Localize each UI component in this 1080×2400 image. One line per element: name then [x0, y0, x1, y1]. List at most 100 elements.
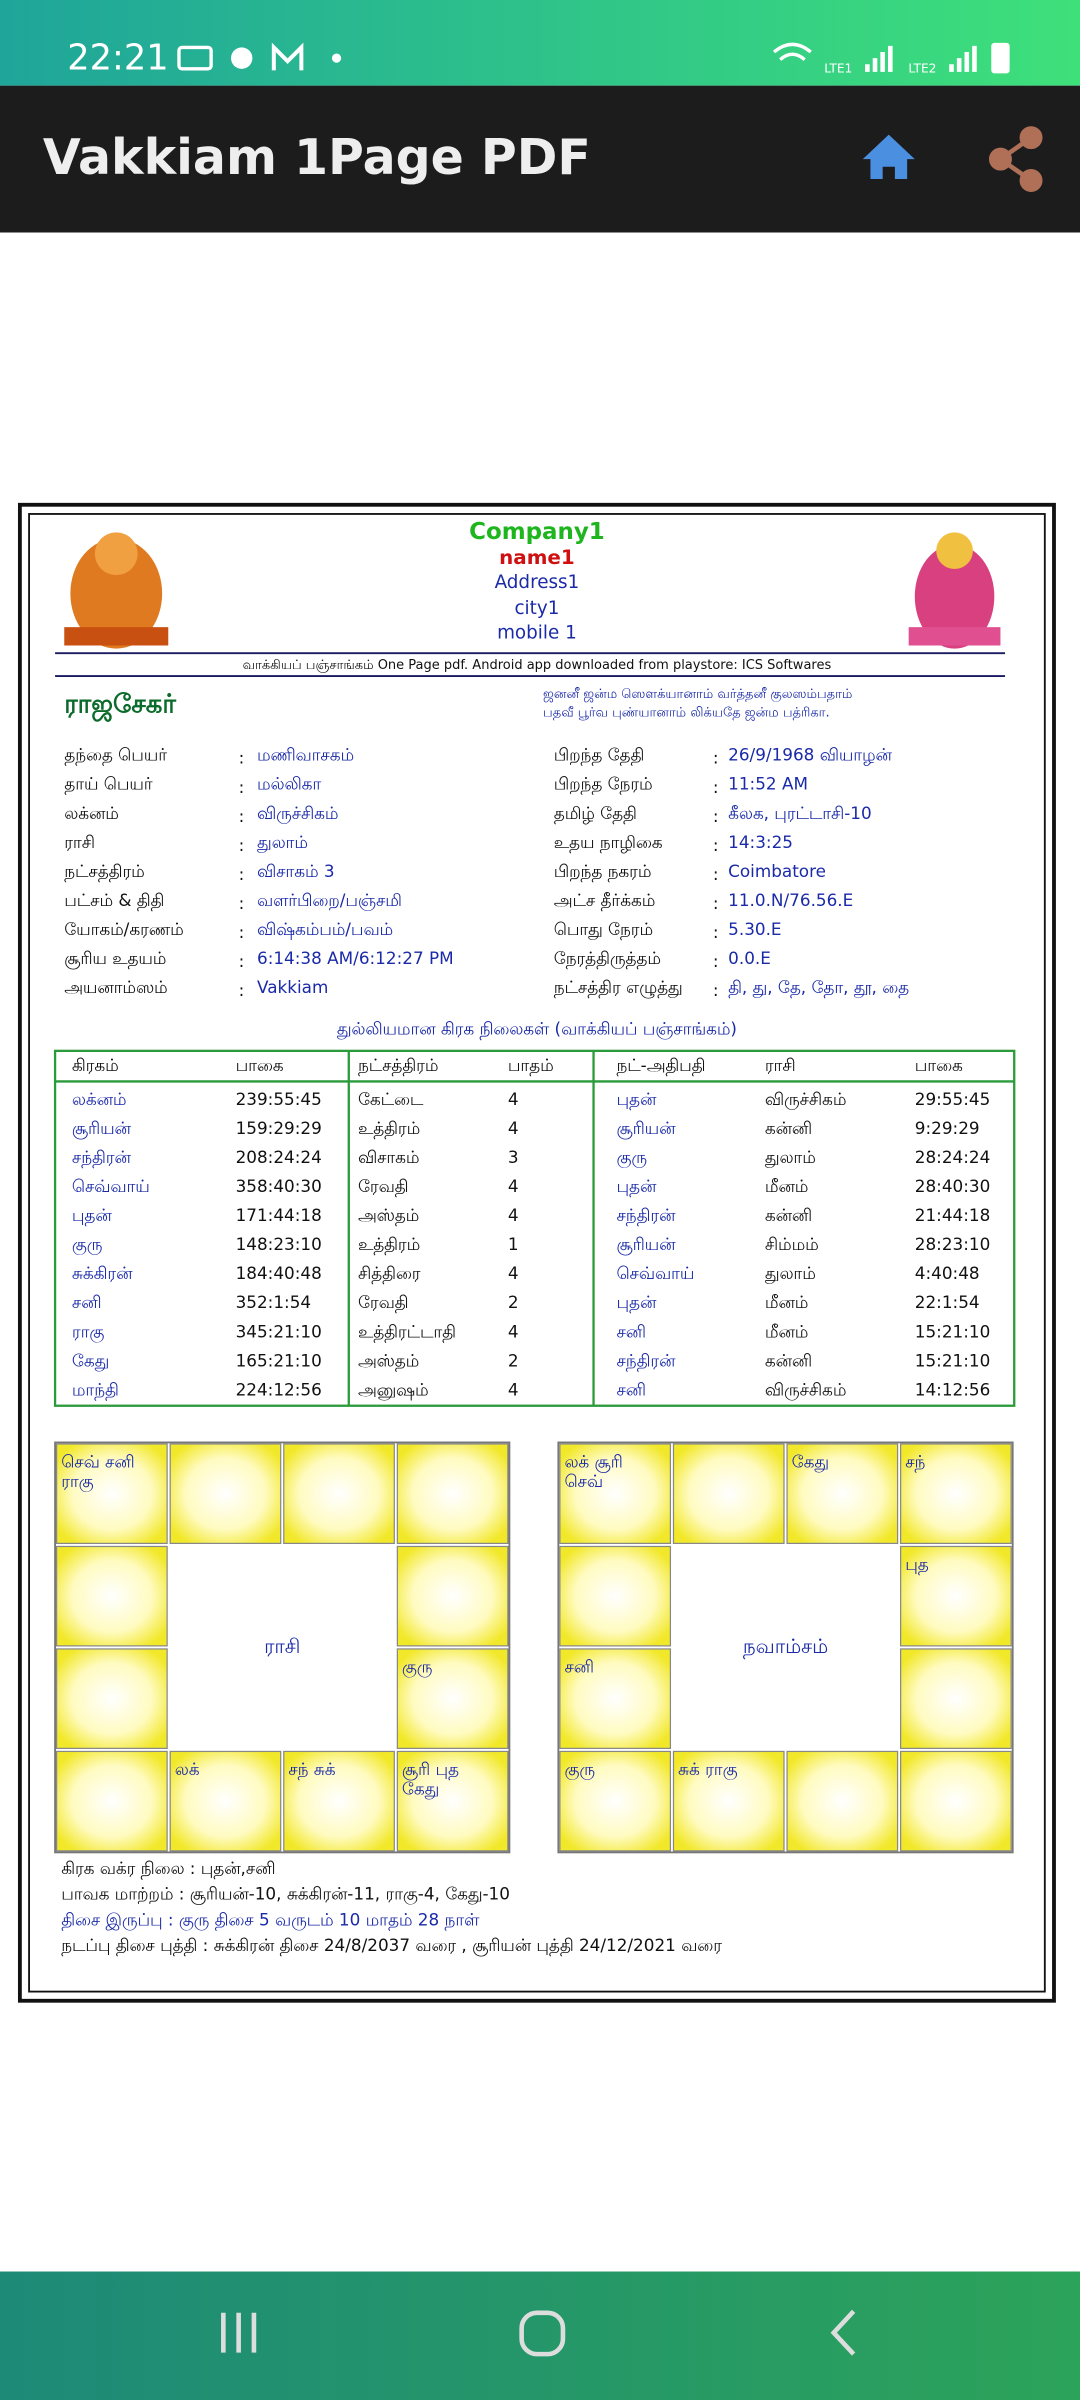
detail-value: 0.0.E: [728, 948, 771, 968]
sim1-label: LTE1: [824, 61, 852, 75]
table-cell: 4: [508, 1263, 519, 1283]
detail-label: பிறந்த நேரம்: [554, 774, 653, 794]
note: நடப்பு திசை புத்தி : சுக்கிரன் திசை 24/8…: [61, 1935, 722, 1956]
chart-label: ராசி: [264, 1635, 300, 1658]
cast-icon: [177, 45, 213, 71]
table-cell: கன்னி: [765, 1118, 812, 1138]
nav-bar: [0, 2271, 1080, 2400]
table-cell: புதன்: [72, 1205, 112, 1225]
back-button[interactable]: [830, 2309, 856, 2356]
recents-button[interactable]: [221, 2312, 257, 2353]
house-cell: [55, 1648, 168, 1749]
table-cell: 345:21:10: [236, 1321, 322, 1341]
table-cell: 4:40:48: [915, 1263, 980, 1283]
detail-label: யோகம்/கரணம்: [64, 919, 183, 939]
detail-label: சூரிய உதயம்: [64, 948, 166, 969]
detail-label: அட்ச தீர்க்கம்: [554, 890, 656, 910]
house-planets: சனி: [564, 1656, 593, 1676]
house-cell: [900, 1443, 1012, 1545]
table-cell: கன்னி: [765, 1350, 812, 1370]
chart-label: நவாம்சம்: [743, 1635, 828, 1659]
share-button[interactable]: [988, 126, 1043, 192]
detail-value: மணிவாசகம்: [257, 745, 354, 765]
table-cell: சூரியன்: [72, 1118, 132, 1139]
table-cell: சந்திரன்: [72, 1147, 132, 1167]
table-cell: சூரியன்: [616, 1234, 676, 1255]
table-frame: [53, 1049, 1016, 1407]
credit: வாக்கியப் பஞ்சாங்கம் One Page pdf. Andro…: [243, 658, 832, 673]
detail-value: வளர்பிறை/பஞ்சமி: [257, 890, 402, 911]
home-button[interactable]: [862, 134, 915, 179]
table-cell: விருச்சிகம்: [765, 1089, 846, 1110]
table-cell: சந்திரன்: [616, 1205, 676, 1225]
house-cell: [672, 1443, 785, 1545]
document-inner-frame: [28, 513, 1046, 1993]
detail-separator: :: [713, 777, 719, 797]
table-cell: 165:21:10: [236, 1350, 322, 1370]
detail-label: பிறந்த தேதி: [554, 745, 645, 765]
column-header: நட்சத்திரம்: [358, 1055, 438, 1075]
signal-icon: [865, 45, 893, 72]
detail-separator: :: [239, 951, 245, 971]
house-cell: [283, 1750, 395, 1852]
detail-value: 11:52 AM: [728, 774, 808, 794]
detail-label: பட்சம் & திதி: [64, 890, 164, 910]
detail-label: நட்சத்திர எழுத்து: [554, 977, 683, 998]
clock: 22:21: [67, 38, 168, 79]
share-link: [996, 135, 1033, 183]
house-cell: [559, 1545, 672, 1647]
wifi-icon: [772, 42, 812, 61]
house-planets: செவ்: [564, 1471, 603, 1491]
verse-line: ஜனனீ ஜன்ம ஸௌக்யானாம் வர்த்தனீ குலஸம்பதாம…: [543, 687, 852, 702]
table-cell: சனி: [616, 1321, 645, 1341]
detail-value: விஷ்கம்பம்/பவம்: [257, 919, 393, 939]
detail-label: உதய நாழிகை: [554, 832, 663, 852]
column-header: பாதம்: [508, 1055, 554, 1075]
column-header: பாகை: [915, 1055, 963, 1075]
house-planets: சந்: [905, 1451, 925, 1471]
house-cell: [169, 1750, 282, 1852]
table-cell: 4: [508, 1205, 519, 1225]
house-planets: செவ் சனி: [61, 1451, 134, 1471]
table-cell: மாந்தி: [72, 1379, 119, 1399]
table-cell: கேட்டை: [358, 1089, 424, 1109]
detail-separator: :: [239, 864, 245, 884]
detail-label: அயனாம்ஸம்: [64, 977, 167, 997]
home-nav-button[interactable]: [519, 2310, 566, 2357]
detail-label: நட்சத்திரம்: [64, 861, 144, 881]
table-cell: அஸ்தம்: [358, 1205, 419, 1225]
house-cell: [900, 1545, 1012, 1647]
deity-figure: [70, 538, 163, 649]
table-cell: மீனம்: [765, 1176, 808, 1196]
status-bar: [0, 0, 1080, 86]
table-cell: சனி: [616, 1379, 645, 1399]
table-cell: 22:1:54: [915, 1292, 980, 1312]
table-cell: சூரியன்: [616, 1118, 676, 1139]
table-cell: 21:44:18: [915, 1205, 991, 1225]
table-cell: சிம்மம்: [765, 1234, 819, 1254]
table-cell: 3: [508, 1147, 519, 1167]
detail-separator: :: [713, 806, 719, 826]
house-cell: [786, 1750, 899, 1852]
house-planets: குரு: [564, 1759, 595, 1780]
detail-value: விருச்சிகம்: [257, 803, 338, 824]
detail-value: 5.30.E: [728, 919, 781, 939]
table-cell: 159:29:29: [236, 1118, 322, 1138]
table-cell: கன்னி: [765, 1205, 812, 1225]
detail-label: லக்னம்: [64, 803, 119, 823]
house-planets: குரு: [402, 1656, 433, 1677]
note: திசை இருப்பு : குரு திசை 5 வருடம் 10 மாத…: [61, 1909, 480, 1930]
detail-separator: :: [713, 893, 719, 913]
table-title: துல்லியமான கிரக நிலைகள் (வாக்கியப் பஞ்சா…: [337, 1018, 737, 1040]
table-cell: 224:12:56: [236, 1379, 322, 1399]
table-cell: 4: [508, 1176, 519, 1196]
table-cell: துலாம்: [765, 1263, 816, 1284]
house-planets: சூரி புத: [402, 1759, 459, 1780]
house-cell: [672, 1750, 785, 1852]
house-planets: புத: [905, 1554, 929, 1574]
table-cell: ரேவதி: [358, 1176, 409, 1196]
house-cell: [55, 1750, 168, 1852]
table-cell: 4: [508, 1118, 519, 1138]
table-cell: 239:55:45: [236, 1089, 322, 1109]
detail-value: 6:14:38 AM/6:12:27 PM: [257, 948, 454, 968]
